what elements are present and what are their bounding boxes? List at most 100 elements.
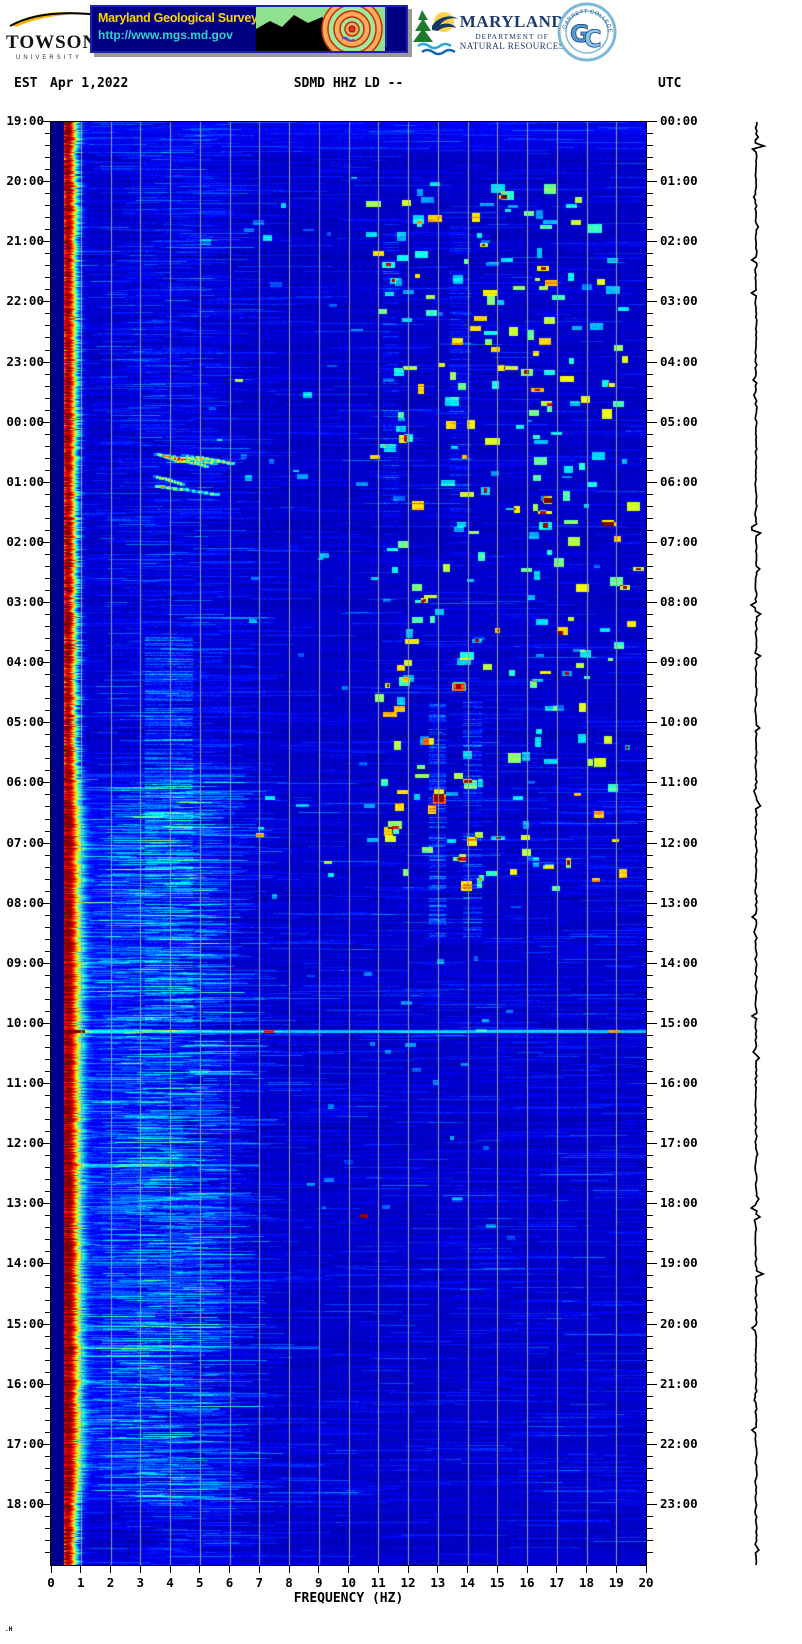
left-minor-tick xyxy=(45,734,51,736)
date-label: Apr 1,2022 xyxy=(50,76,129,91)
dnr-logo-title: MARYLAND xyxy=(459,12,565,31)
time-tick-label-est: 11:00 xyxy=(6,1075,44,1090)
left-minor-tick xyxy=(45,710,51,712)
right-major-tick xyxy=(647,301,657,303)
right-minor-tick xyxy=(647,1119,653,1121)
garrett-initial-c: C xyxy=(584,25,602,53)
left-minor-tick xyxy=(45,529,51,531)
right-minor-tick xyxy=(647,1239,653,1241)
left-minor-tick xyxy=(45,1540,51,1541)
left-minor-tick xyxy=(45,277,51,279)
right-minor-tick xyxy=(647,638,653,640)
time-tick-label-utc: 05:00 xyxy=(660,413,698,429)
time-tick-label-utc: 22:00 xyxy=(660,1435,698,1451)
right-minor-tick xyxy=(647,397,653,399)
left-minor-tick xyxy=(45,770,51,772)
freq-tick xyxy=(437,1566,439,1573)
time-tick-label-utc: 10:00 xyxy=(660,714,698,730)
time-tick-label-utc: 02:00 xyxy=(660,233,698,249)
left-minor-tick xyxy=(45,950,51,952)
towson-logo-subtext: UNIVERSITY xyxy=(15,55,82,61)
left-minor-tick xyxy=(45,265,51,267)
mgs-banner[interactable]: Maryland Geological Survey http://www.mg… xyxy=(90,5,408,53)
left-minor-tick xyxy=(45,1467,51,1469)
left-major-tick xyxy=(41,1383,51,1385)
garrett-college-seal[interactable]: GARRETT COLLEGE G C xyxy=(556,2,618,62)
time-tick-label-est: 00:00 xyxy=(6,413,44,429)
left-minor-tick xyxy=(45,517,51,519)
left-major-tick xyxy=(41,121,51,122)
left-major-tick xyxy=(41,1443,51,1445)
right-major-tick xyxy=(647,1503,657,1505)
time-tick-label-utc: 07:00 xyxy=(660,533,698,549)
right-major-tick xyxy=(647,602,657,603)
time-tick-label-utc: 19:00 xyxy=(660,1255,698,1271)
left-minor-tick xyxy=(45,397,51,399)
left-minor-tick xyxy=(45,614,51,615)
right-major-tick xyxy=(647,541,657,543)
right-minor-tick xyxy=(647,1071,653,1072)
time-tick-label-est: 23:00 xyxy=(6,353,44,369)
right-minor-tick xyxy=(647,1431,653,1433)
right-minor-tick xyxy=(647,614,653,615)
freq-tick-label: 12 xyxy=(400,1575,416,1590)
freq-tick-label: 15 xyxy=(489,1575,505,1590)
time-tick-label-est: 05:00 xyxy=(6,714,44,730)
left-minor-tick xyxy=(45,217,51,219)
time-tick-label-utc: 17:00 xyxy=(660,1135,698,1151)
left-minor-tick xyxy=(45,830,51,832)
time-tick-label-est: 01:00 xyxy=(6,473,44,489)
freq-tick-label: 8 xyxy=(285,1575,293,1590)
right-minor-tick xyxy=(647,1215,653,1217)
right-minor-tick xyxy=(647,650,653,652)
left-minor-tick xyxy=(45,938,51,940)
left-minor-tick xyxy=(45,974,51,976)
freq-tick xyxy=(645,1566,647,1573)
dnr-logo[interactable]: MARYLAND DEPARTMENT OF NATURAL RESOURCES xyxy=(412,6,564,56)
left-major-tick xyxy=(41,722,51,724)
right-minor-tick xyxy=(647,1131,653,1133)
time-tick-label-utc: 09:00 xyxy=(660,654,698,670)
right-major-tick xyxy=(647,361,657,363)
freq-tick-label: 14 xyxy=(459,1575,476,1590)
right-minor-tick xyxy=(647,457,653,459)
left-major-tick xyxy=(41,301,51,303)
right-timezone-label: UTC xyxy=(658,76,682,91)
right-major-tick xyxy=(647,1383,657,1385)
time-tick-label-est: 06:00 xyxy=(6,774,44,790)
right-minor-tick xyxy=(647,1335,653,1337)
right-minor-tick xyxy=(647,349,653,351)
right-minor-tick xyxy=(647,710,653,712)
right-minor-tick xyxy=(647,193,653,195)
freq-tick xyxy=(377,1566,379,1573)
left-minor-tick xyxy=(45,1071,51,1072)
left-minor-tick xyxy=(45,1287,51,1289)
time-tick-label-est: 02:00 xyxy=(6,533,44,549)
time-tick-label-est: 18:00 xyxy=(6,1495,44,1511)
freq-tick xyxy=(169,1566,171,1573)
towson-university-logo[interactable]: TOWSON UNIVERSITY xyxy=(6,6,98,61)
left-minor-tick xyxy=(45,1455,51,1457)
left-minor-tick xyxy=(45,1347,51,1349)
right-minor-tick xyxy=(647,1395,653,1397)
left-minor-tick xyxy=(45,1034,51,1036)
time-tick-label-utc: 23:00 xyxy=(660,1495,698,1511)
left-minor-tick xyxy=(45,1107,51,1108)
right-minor-tick xyxy=(647,1046,653,1048)
left-minor-tick xyxy=(45,457,51,459)
right-minor-tick xyxy=(647,1515,653,1517)
spectrogram-canvas xyxy=(51,122,646,1565)
left-minor-tick xyxy=(45,1491,51,1493)
left-minor-tick xyxy=(45,1059,51,1060)
left-minor-tick xyxy=(45,986,51,988)
right-minor-tick xyxy=(647,157,653,159)
left-minor-tick xyxy=(45,794,51,796)
banner-endcap xyxy=(384,7,406,47)
right-minor-tick xyxy=(647,517,653,519)
left-minor-tick xyxy=(45,1095,51,1096)
left-minor-tick xyxy=(45,1515,51,1517)
towson-logo-text: TOWSON xyxy=(6,32,98,53)
mgs-banner-url[interactable]: http://www.mgs.md.gov xyxy=(98,28,233,42)
right-minor-tick xyxy=(647,866,653,868)
time-tick-label-utc: 03:00 xyxy=(660,293,698,309)
